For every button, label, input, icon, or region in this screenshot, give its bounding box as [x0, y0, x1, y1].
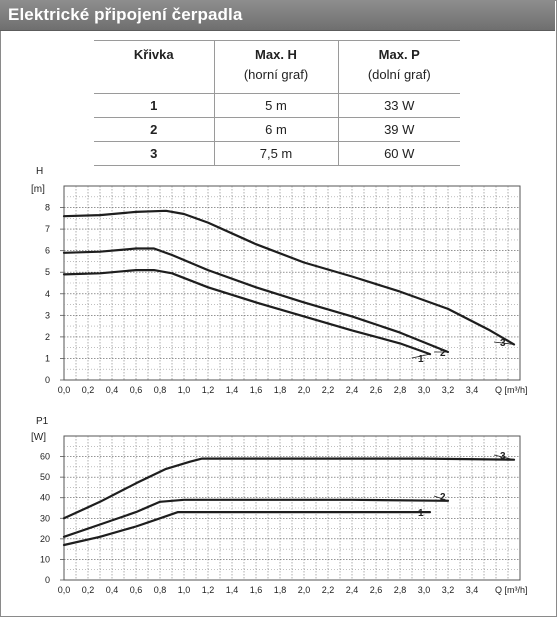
x-tick-label: 1,0 — [178, 385, 191, 395]
curve-3 — [62, 457, 516, 520]
y-tick-label: 5 — [45, 267, 50, 277]
panel-header: Elektrické připojení čerpadla — [0, 0, 555, 31]
table-header-row: Křivka Max. H (horní graf) Max. P (dolní… — [94, 40, 460, 94]
col-header-max-p: Max. P (dolní graf) — [337, 40, 460, 94]
cell-max-p: 33 W — [337, 93, 460, 118]
y-tick-label: 2 — [45, 332, 50, 342]
curve-1 — [62, 269, 432, 356]
curve-label-3: 3 — [500, 451, 506, 462]
x-tick-label: 0,6 — [130, 385, 143, 395]
cell-max-p: 60 W — [337, 141, 460, 166]
x-tick-label: 3,2 — [442, 585, 455, 595]
x-tick-label: 1,6 — [250, 585, 263, 595]
y-tick-label: 1 — [45, 353, 50, 363]
cell-curve: 1 — [94, 93, 214, 118]
x-tick-label: 1,0 — [178, 585, 191, 595]
curve-label-leader — [493, 341, 515, 345]
y-axis-label: P1 — [36, 416, 49, 427]
curve-label-1: 1 — [418, 354, 424, 365]
y-tick-label: 0 — [45, 575, 50, 585]
x-tick-label: 1,2 — [202, 385, 215, 395]
x-tick-label: 2,6 — [370, 385, 383, 395]
table-row: 2 6 m 39 W — [94, 117, 460, 142]
x-axis-label: Q [m³/h] — [495, 585, 528, 595]
y-tick-label: 60 — [40, 452, 50, 462]
curve-label-leader — [411, 353, 431, 359]
x-tick-label: 0,4 — [106, 385, 119, 395]
curve-label-2: 2 — [440, 492, 446, 503]
y-tick-label: 8 — [45, 203, 50, 213]
col-header-curve: Křivka — [94, 40, 214, 94]
curve-label-3: 3 — [500, 338, 506, 349]
x-tick-label: 2,4 — [346, 385, 359, 395]
y-axis-unit: [W] — [31, 432, 46, 443]
curve-2 — [62, 247, 450, 354]
x-tick-label: 2,8 — [394, 385, 407, 395]
x-tick-label: 1,4 — [226, 385, 239, 395]
curve-label-1: 1 — [418, 508, 424, 519]
y-tick-label: 7 — [45, 224, 50, 234]
x-tick-label: 1,2 — [202, 585, 215, 595]
x-tick-label: 2,2 — [322, 585, 335, 595]
x-tick-label: 0,0 — [58, 385, 71, 395]
x-tick-label: 1,8 — [274, 585, 287, 595]
y-tick-label: 4 — [45, 289, 50, 299]
y-tick-label: 6 — [45, 246, 50, 256]
x-tick-label: 3,4 — [466, 385, 479, 395]
y-tick-label: 40 — [40, 493, 50, 503]
cell-curve: 2 — [94, 117, 214, 142]
x-tick-label: 0,8 — [154, 385, 167, 395]
power-chart: 0 10 20 30 40 50 60 0,0 0,2 0,4 0,6 0,8 1,0 1,2 1,4 1,6… — [31, 416, 528, 595]
x-tick-label: 2,4 — [346, 585, 359, 595]
x-tick-label: 2,0 — [298, 385, 311, 395]
x-tick-label: 1,6 — [250, 385, 263, 395]
x-tick-label: 0,6 — [130, 585, 143, 595]
x-tick-label: 1,8 — [274, 385, 287, 395]
x-tick-label: 1,4 — [226, 585, 239, 595]
x-tick-label: 2,2 — [322, 385, 335, 395]
x-tick-label: 3,4 — [466, 585, 479, 595]
curve-3 — [62, 209, 516, 346]
x-tick-label: 0,0 — [58, 585, 71, 595]
x-tick-label: 3,0 — [418, 585, 431, 595]
x-tick-label: 0,2 — [82, 585, 95, 595]
x-tick-label: 3,0 — [418, 385, 431, 395]
x-tick-label: 2,8 — [394, 585, 407, 595]
y-tick-label: 50 — [40, 472, 50, 482]
panel-title: Elektrické připojení čerpadla — [8, 5, 243, 24]
y-tick-label: 10 — [40, 554, 50, 564]
x-tick-label: 2,6 — [370, 585, 383, 595]
y-tick-label: 0 — [45, 375, 50, 385]
cell-max-h: 6 m — [213, 117, 338, 142]
curve-label-leader — [433, 495, 449, 502]
y-tick-label: 20 — [40, 534, 50, 544]
curve-label-2: 2 — [440, 348, 446, 359]
x-axis-label: Q [m³/h] — [495, 385, 528, 395]
y-axis-unit: [m] — [31, 184, 45, 195]
curve-2 — [62, 498, 450, 538]
y-tick-label: 30 — [40, 513, 50, 523]
x-tick-label: 0,4 — [106, 585, 119, 595]
y-tick-label: 3 — [45, 310, 50, 320]
head-chart: 0 1 2 3 4 5 6 7 8 0,0 0,2 0,4 0,6 0,8 1,0 1,2 1,4 1,6 1,8 2… — [31, 166, 528, 395]
x-tick-label: 0,2 — [82, 385, 95, 395]
y-axis-label: H — [36, 166, 43, 177]
x-tick-label: 0,8 — [154, 585, 167, 595]
cell-max-h: 5 m — [213, 93, 338, 118]
x-tick-label: 2,0 — [298, 585, 311, 595]
curve-label-leader — [493, 454, 515, 461]
x-tick-label: 3,2 — [442, 385, 455, 395]
table-row: 3 7,5 m 60 W — [94, 141, 460, 166]
col-header-max-h: Max. H (horní graf) — [213, 40, 338, 94]
cell-curve: 3 — [94, 141, 214, 166]
table-row: 1 5 m 33 W — [94, 93, 460, 118]
curve-1 — [62, 511, 432, 547]
cell-max-h: 7,5 m — [213, 141, 338, 166]
cell-max-p: 39 W — [337, 117, 460, 142]
curve-spec-table: Křivka Max. H (horní graf) Max. P (dolní… — [94, 40, 460, 166]
